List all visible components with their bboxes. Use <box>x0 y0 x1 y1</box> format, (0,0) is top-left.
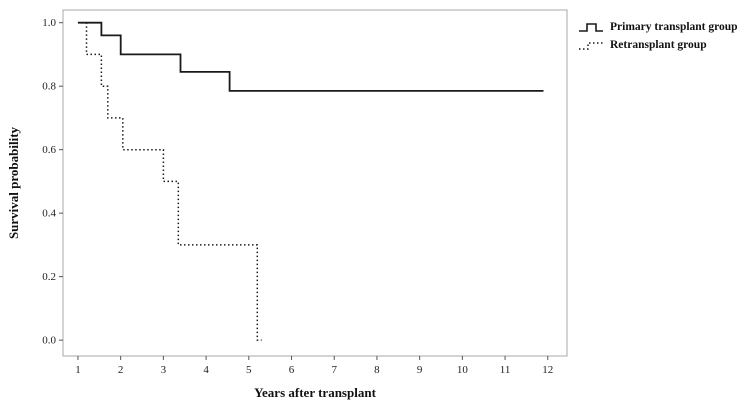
legend-label-primary: Primary transplant group <box>610 21 738 33</box>
x-tick-label: 9 <box>417 364 423 376</box>
legend-label-retransplant: Retransplant group <box>610 39 707 51</box>
y-tick-label: 0.6 <box>42 144 56 156</box>
y-tick-label: 0.8 <box>42 81 56 93</box>
y-axis-label: Survival probability <box>6 126 21 240</box>
x-tick-label: 6 <box>289 364 295 376</box>
y-tick-label: 0.4 <box>42 208 56 220</box>
x-tick-label: 1 <box>75 364 81 376</box>
x-tick-label: 7 <box>331 364 337 376</box>
x-tick-label: 4 <box>203 364 209 376</box>
x-tick-label: 12 <box>542 364 553 376</box>
x-tick-label: 11 <box>500 364 511 376</box>
series-line-primary-transplant-group <box>77 21 544 92</box>
series-line-retransplant-group <box>82 21 262 341</box>
x-tick-label: 2 <box>118 364 124 376</box>
legend: Primary transplant group Retransplant gr… <box>578 20 738 52</box>
y-tick-label: 0.0 <box>42 335 56 347</box>
x-tick-label: 10 <box>457 364 469 376</box>
legend-item-retransplant: Retransplant group <box>578 38 738 52</box>
x-tick-label: 3 <box>161 364 167 376</box>
dotted-step-line-icon <box>579 42 603 50</box>
x-axis-label: Years after transplant <box>254 385 376 400</box>
legend-item-primary: Primary transplant group <box>578 20 738 34</box>
x-tick-label: 8 <box>374 364 380 376</box>
x-tick-label: 5 <box>246 364 252 376</box>
y-tick-label: 0.2 <box>42 271 56 283</box>
solid-step-line-icon <box>579 23 603 32</box>
y-tick-label: 1.0 <box>42 17 56 29</box>
plot-frame <box>62 9 568 357</box>
